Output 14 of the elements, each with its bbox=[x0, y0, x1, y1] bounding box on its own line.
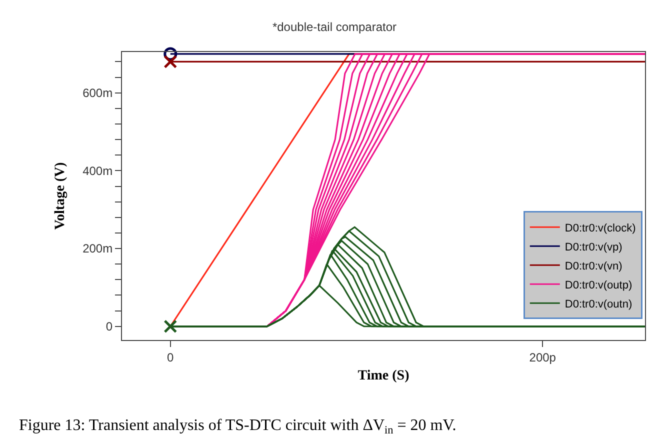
legend-label: D0:tr0:v(outn) bbox=[564, 298, 632, 310]
y-axis-title: Voltage (V) bbox=[53, 162, 68, 230]
y-tick-label: 0 bbox=[106, 320, 113, 334]
y-tick-label: 600m bbox=[82, 86, 113, 100]
legend-label: D0:tr0:v(vp) bbox=[564, 241, 622, 254]
legend-label: D0:tr0:v(vn) bbox=[564, 260, 622, 272]
legend-label: D0:tr0:v(clock) bbox=[564, 222, 636, 234]
legend-label: D0:tr0:v(outp) bbox=[564, 279, 632, 292]
x-tick-label: 200p bbox=[529, 350, 556, 364]
y-tick-label: 200m bbox=[82, 242, 113, 256]
caption: Figure 13: Transient analysis of TS-DTC circuit with ΔV$_{in}$ = 20 mV. bbox=[19, 417, 456, 436]
x-axis-title: Time (S) bbox=[358, 368, 410, 384]
chart-title: *double-tail comparator bbox=[272, 20, 397, 34]
y-tick-label: 400m bbox=[82, 164, 113, 178]
